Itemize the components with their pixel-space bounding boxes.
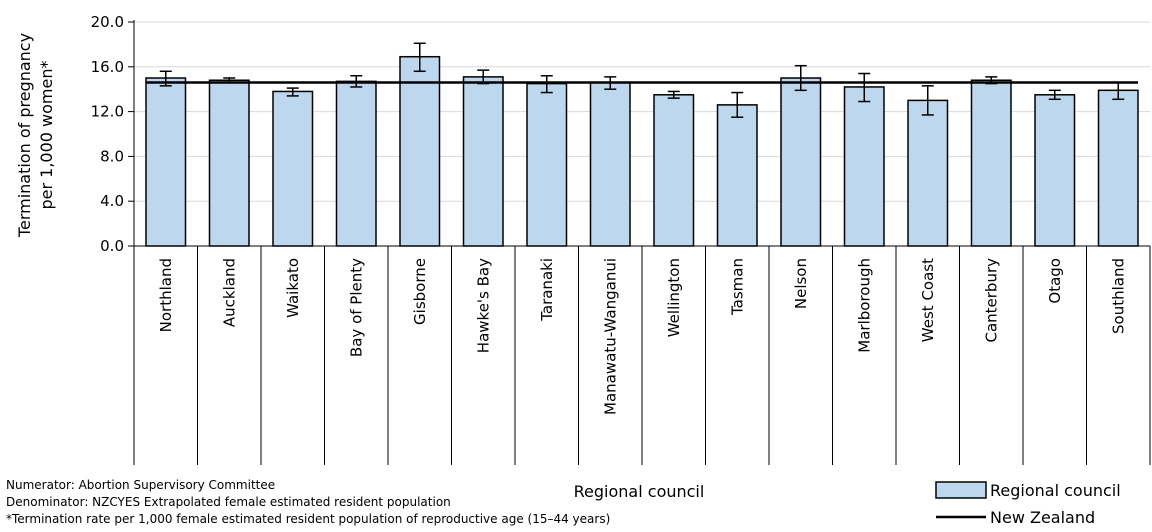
y-axis-title-line-2: per 1,000 women* [37, 61, 56, 210]
category-label: Tasman [728, 258, 746, 316]
y-tick-label: 12.0 [91, 103, 124, 121]
rate-footnote: *Termination rate per 1,000 female estim… [6, 512, 610, 526]
y-axis-title-line-1: Termination of pregnancy [15, 33, 34, 238]
legend-swatch-regional-council [935, 481, 987, 499]
bar-waikato [272, 90, 314, 247]
category-label: Canterbury [982, 258, 1000, 343]
category-labels: Northland Auckland Waikato Bay of Plenty Gis… [157, 258, 1128, 415]
category-label: West Coast [919, 258, 937, 342]
bar-west-coast [907, 99, 949, 247]
y-tick-label: 16.0 [91, 58, 124, 76]
category-label: Nelson [792, 258, 810, 309]
bar-southland [1097, 89, 1139, 247]
source-note-numerator: Numerator: Abortion Supervisory Committe… [6, 478, 275, 492]
x-axis-title: Regional council [574, 482, 705, 501]
axes [128, 20, 1151, 465]
category-label: Taranaki [538, 258, 556, 322]
y-tick-label: 0.0 [100, 237, 124, 255]
legend-label-regional-council: Regional council [990, 481, 1121, 500]
category-label: Bay of Plenty [347, 258, 365, 357]
bar-marlborough [843, 86, 885, 247]
source-note-denominator: Denominator: NZCYES Extrapolated female … [6, 495, 451, 509]
category-label: Manawatu-Wanganui [601, 258, 619, 415]
category-label: Hawke's Bay [474, 258, 492, 353]
bar-otago [1034, 94, 1076, 247]
bar-tasman [716, 104, 758, 247]
bar-bay-of-plenty [335, 80, 377, 247]
category-label: Wellington [665, 258, 683, 337]
bar-nelson [780, 77, 822, 247]
bar-northland [145, 77, 187, 247]
category-label: Southland [1109, 258, 1127, 334]
bar-manawatu-wanganui [589, 81, 631, 247]
category-label: Northland [157, 258, 175, 332]
bar-hawke-s-bay [462, 76, 504, 247]
category-label: Marlborough [855, 258, 873, 353]
category-label: Otago [1046, 258, 1064, 304]
category-label: Gisborne [411, 258, 429, 325]
y-tick-labels: 0.0 4.0 8.0 12.0 16.0 20.0 [91, 13, 124, 255]
bar-wellington [653, 94, 695, 247]
bars [145, 55, 1139, 247]
category-label: Waikato [284, 258, 302, 318]
legend: Regional council New Zealand [935, 481, 1121, 527]
error-bars [146, 42, 1138, 118]
bar-gisborne [399, 55, 441, 247]
y-tick-label: 4.0 [100, 192, 124, 210]
legend-label-new-zealand: New Zealand [990, 508, 1095, 527]
y-tick-label: 8.0 [100, 147, 124, 165]
bar-canterbury [970, 79, 1012, 247]
category-label: Auckland [220, 258, 238, 327]
bar-auckland [208, 79, 250, 247]
y-tick-label: 20.0 [91, 13, 124, 31]
bar-taranaki [526, 82, 568, 247]
